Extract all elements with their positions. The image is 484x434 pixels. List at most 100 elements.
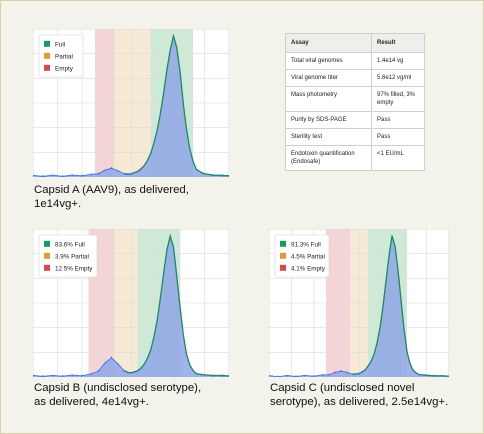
data-point [91, 373, 93, 375]
data-point [127, 371, 129, 374]
data-point [110, 356, 113, 358]
assay-cell: Endotoxin quantification (Endosafe) [285, 145, 372, 171]
legend-swatch [280, 240, 286, 247]
chart-capsid-a: Full Partial Empty [33, 29, 229, 177]
assay-table-header-row: Assay Result [285, 33, 425, 53]
data-point [382, 305, 384, 308]
data-point [202, 374, 204, 376]
assay-cell: Viral genome titer [285, 69, 372, 87]
table-row: Sterility test Pass [285, 128, 425, 146]
legend-swatch [44, 40, 50, 47]
data-point [394, 245, 396, 247]
table-row: Viral genome titer 5.6e12 vg/ml [285, 69, 425, 87]
legend-label: Full [55, 41, 65, 48]
data-point [169, 49, 171, 51]
table-row: Total viral genomes 1.4e14 vg [285, 52, 425, 70]
data-point [202, 172, 204, 175]
legend-swatch [280, 264, 286, 271]
data-point [117, 363, 119, 365]
data-point [409, 362, 411, 365]
result-cell: 97% filled, 3% empty [371, 86, 425, 112]
data-point [228, 375, 229, 377]
data-point [228, 175, 229, 177]
data-point [304, 375, 306, 377]
data-point [322, 374, 324, 376]
data-point [163, 91, 165, 94]
data-point [42, 175, 44, 177]
data-point [146, 358, 148, 360]
data-point [172, 246, 175, 248]
data-point [418, 373, 420, 376]
data-point [169, 235, 171, 237]
data-point [397, 269, 399, 271]
legend-swatch [44, 252, 50, 259]
data-point [130, 173, 132, 175]
legend-label: 12.5% Empty [55, 265, 93, 272]
data-point [136, 370, 139, 372]
data-point [123, 172, 126, 175]
data-point [346, 372, 348, 374]
data-point [182, 103, 184, 105]
data-point [159, 297, 162, 299]
data-point [166, 249, 168, 251]
data-point [442, 375, 444, 377]
data-point [189, 148, 191, 150]
data-point [179, 305, 181, 308]
data-point [370, 360, 372, 363]
data-point [156, 319, 158, 322]
data-point [328, 373, 330, 376]
data-point [176, 46, 178, 48]
data-point [195, 168, 197, 170]
data-point [176, 274, 178, 277]
data-point [192, 370, 194, 372]
data-point [403, 328, 405, 330]
data-point [212, 174, 214, 176]
data-point [391, 235, 393, 237]
chart-capsid-a-plot: Full Partial Empty [33, 29, 229, 177]
data-point [364, 369, 366, 371]
data-point [172, 35, 175, 37]
data-point [61, 375, 64, 377]
data-point [156, 129, 158, 132]
data-point [379, 327, 381, 329]
data-point [104, 170, 106, 172]
data-point [269, 375, 270, 377]
data-point [163, 272, 165, 274]
legend-swatch [44, 240, 50, 247]
chart-capsid-c: 91.3% Full 4.5% Partial 4.1% Empty [269, 229, 449, 377]
assay-cell: Purity by SDS-PAGE [285, 111, 372, 129]
data-point [143, 165, 145, 167]
data-point [179, 70, 181, 72]
data-point [286, 375, 288, 377]
data-point [185, 128, 188, 130]
legend-box [38, 234, 98, 278]
data-point [185, 353, 188, 356]
data-point [415, 372, 417, 374]
data-point [140, 168, 142, 170]
result-cell: 5.6e12 vg/ml [371, 69, 425, 87]
data-point [123, 370, 126, 372]
result-cell: Pass [371, 111, 425, 129]
data-point [159, 112, 162, 115]
data-point [133, 172, 135, 174]
data-point [385, 280, 387, 282]
histogram-area [33, 36, 229, 177]
table-row: Mass photometry 97% filled, 3% empty [285, 86, 425, 112]
data-point [81, 374, 83, 376]
data-point [189, 364, 191, 366]
assay-header: Assay [285, 33, 372, 53]
data-point [42, 375, 44, 377]
data-point [104, 362, 106, 365]
data-point [97, 172, 100, 174]
data-point [149, 349, 152, 351]
data-point [376, 342, 378, 344]
data-point [127, 173, 129, 175]
assay-table: Assay Result Total viral genomes 1.4e14 … [285, 33, 425, 171]
data-point [51, 375, 54, 377]
result-cell: <1 EU/mL [371, 145, 425, 171]
legend-label: Empty [55, 65, 74, 72]
data-point [51, 175, 54, 177]
data-point [110, 167, 113, 169]
caption-capsid-c: Capsid C (undisclosed novel serotype), a… [270, 382, 449, 408]
data-point [61, 175, 64, 177]
